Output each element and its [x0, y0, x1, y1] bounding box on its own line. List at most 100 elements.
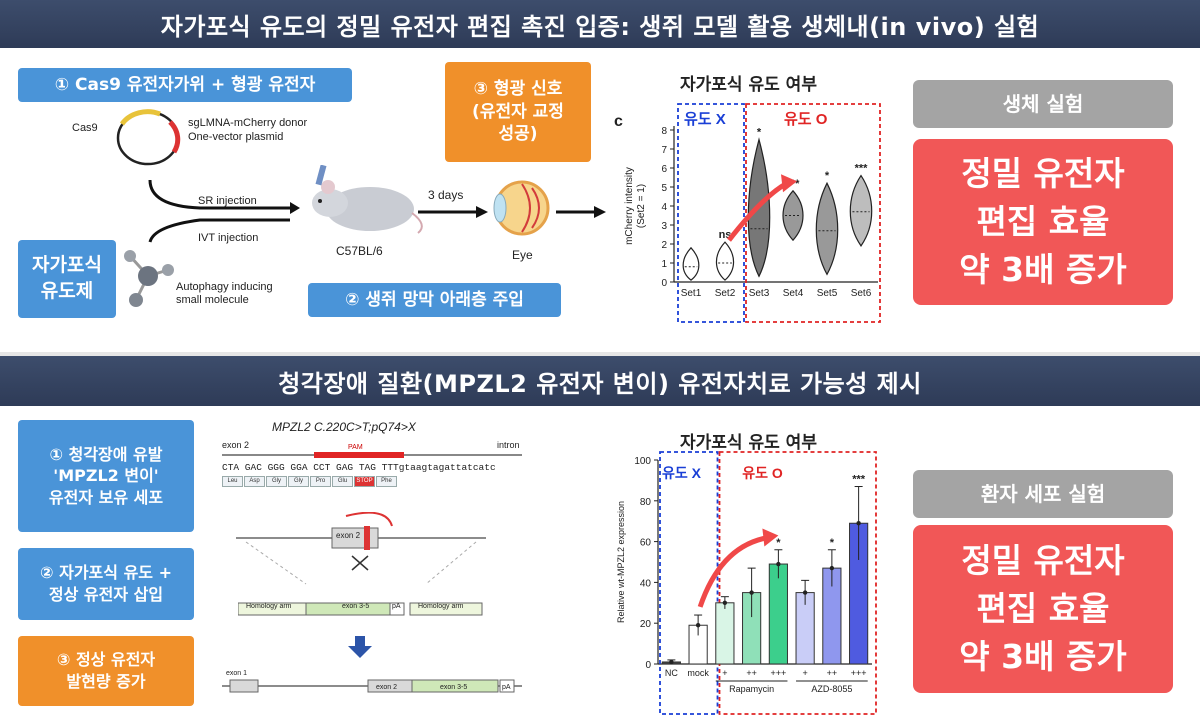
plasmid-segment-yellow [119, 109, 161, 126]
eye-label: Eye [512, 248, 533, 262]
mouse-icon [312, 165, 423, 234]
x-tick-label: Set1 [681, 288, 702, 299]
y-tick-label: 60 [640, 538, 652, 549]
violin [815, 181, 839, 276]
ivt-arrow [148, 218, 290, 243]
plasmid-diagram [116, 109, 181, 166]
bottom-result-box: 정밀 유전자 편집 효율 약 3배 증가 [913, 525, 1173, 693]
mouse-label: C57BL/6 [336, 244, 383, 258]
final-gene-diagram [222, 679, 522, 693]
top-banner: 자가포식 유도의 정밀 유전자 편집 촉진 입증: 생쥐 모델 활용 생체내(i… [0, 0, 1200, 48]
y-tick-label: 7 [661, 145, 667, 156]
violin [782, 189, 804, 242]
trend-arrow [697, 535, 769, 608]
locus-diagram [236, 512, 486, 585]
significance-mark: * [776, 537, 781, 549]
ivt-injection-label: IVT injection [198, 232, 259, 244]
final-exon35-label: exon 3-5 [440, 684, 468, 691]
data-point [749, 590, 754, 595]
plasmid-segment-red [168, 120, 181, 154]
bottom-banner: 청각장애 질환(MPZL2 유전자 변이) 유전자치료 가능성 제시 [0, 356, 1200, 406]
group-box-no-induction [659, 451, 719, 715]
group-label-no-induction: 유도 X [662, 465, 702, 481]
x-tick-label: Set2 [715, 288, 736, 299]
violin [682, 246, 700, 281]
injection-arrows [148, 179, 300, 243]
plasmid-cas9-label: Cas9 [72, 122, 98, 134]
panel-letter: c [614, 113, 623, 130]
bottom-step2-label: ② 자가포식 유도 + 정상 유전자 삽입 [18, 548, 194, 620]
x-tick-label: Set5 [817, 288, 838, 299]
data-point [669, 659, 674, 665]
y-tick-label: 5 [661, 183, 667, 194]
y-tick-label: 3 [661, 221, 667, 232]
top-chart-title: 자가포식 유도 여부 [680, 75, 817, 95]
aa-box: Gly [288, 476, 309, 487]
top-result-box: 정밀 유전자 편집 효율 약 3배 증가 [913, 139, 1173, 305]
x-tick-label: NC [665, 668, 678, 678]
donor-diagram [238, 602, 483, 616]
x-tick-label: +++ [770, 668, 786, 678]
mutation-label: MPZL2 C.220C>T;pQ74>X [272, 420, 416, 434]
bottom-step1-label: ① 청각장애 유발 'MPZL2 변이' 유전자 보유 세포 [18, 420, 194, 532]
violin-chart: c mCherry intensity (Set2 = 1) 0 1 2 3 4 5 6 7 8 유도 … [614, 103, 881, 323]
violin [849, 174, 873, 247]
bottom-side-box: 환자 세포 실험 [913, 470, 1173, 518]
bottom-step3-label: ③ 정상 유전자 발현량 증가 [18, 636, 194, 706]
sr-injection-label: SR injection [198, 195, 257, 207]
seq-bar [222, 452, 522, 458]
significance-mark: *** [855, 163, 869, 175]
significance-mark: * [757, 127, 762, 139]
x-tick-label: +++ [851, 668, 867, 678]
down-arrow-icon [348, 636, 372, 658]
data-point [856, 521, 861, 526]
y-tick-label: 0 [661, 278, 667, 289]
homology-arm-left-label: Homology arm [246, 603, 292, 610]
eye-icon [493, 180, 550, 236]
final-exon2-label: exon 2 [376, 684, 398, 691]
x-tick-label: + [722, 668, 727, 678]
group-label-induction: 유도 O [784, 111, 828, 128]
trend-arrow [727, 181, 789, 242]
seq-exon2-label: exon 2 [222, 440, 250, 450]
pam-label: PAM [348, 444, 363, 451]
y-tick-label: 20 [640, 619, 652, 630]
y-tick-label: 4 [661, 202, 667, 213]
bottom-chart-title: 자가포식 유도 여부 [680, 433, 817, 453]
amino-acid-row: Leu Asp Gly Gly Pro Glu STOP Phe [222, 476, 398, 487]
violin [715, 241, 735, 281]
y-axis-label: (Set2 = 1) [636, 184, 647, 228]
molecule-icon [124, 250, 174, 307]
trend-arrowhead [762, 528, 779, 547]
group-label-induction: 유도 O [742, 465, 783, 481]
molecule-label: Autophagy inducing small molecule [176, 281, 273, 307]
y-tick-label: 2 [661, 240, 667, 251]
x-tick-label: Set3 [749, 288, 770, 299]
significance-mark: * [825, 170, 830, 182]
bar-chart: Relative wt-MPZL2 expression 0 20 40 60 80 100… [616, 451, 877, 715]
final-exon1-label: exon 1 [226, 670, 248, 677]
top-side-box: 생체 실험 [913, 80, 1173, 128]
sr-arrow [148, 179, 290, 210]
final-pa-label: pA [502, 684, 511, 691]
y-tick-label: 40 [640, 578, 652, 589]
aa-box: Asp [244, 476, 265, 487]
y-tick-label: 6 [661, 164, 667, 175]
top-step2-label: ② 생쥐 망막 아래층 주입 [308, 283, 561, 317]
y-tick-label: 100 [634, 456, 651, 467]
x-tick-label: ++ [746, 668, 757, 678]
significance-mark: * [830, 537, 835, 549]
group-box-induction [718, 451, 877, 715]
group-box-no-induction [677, 103, 745, 323]
seq-intron-label: intron [497, 440, 520, 450]
group-box-induction [745, 103, 881, 323]
x-tick-label: + [802, 668, 807, 678]
trend-arrowhead [781, 174, 797, 193]
y-tick-label: 0 [645, 660, 651, 671]
y-tick-label: 1 [661, 259, 667, 270]
aa-box: Gly [266, 476, 287, 487]
data-point [802, 590, 808, 595]
sr-arrowhead [290, 202, 300, 214]
significance-mark: *** [852, 474, 866, 486]
homology-arm-right-label: Homology arm [418, 603, 464, 610]
